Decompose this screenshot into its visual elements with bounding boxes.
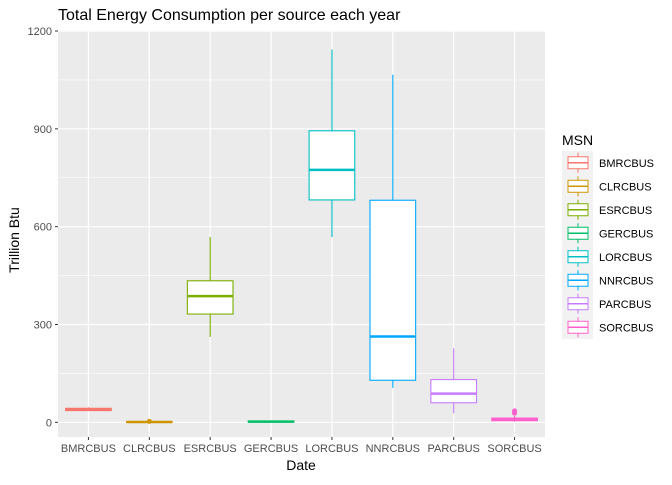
outlier-point (146, 418, 152, 424)
box-body (430, 379, 478, 404)
legend-label: ESRCBUS (599, 205, 652, 217)
legend-label: BMRCBUS (599, 158, 654, 170)
legend-label: NNRCBUS (599, 275, 653, 287)
chart-title: Total Energy Consumption per source each… (58, 7, 401, 24)
x-tick-label: ESRCBUS (184, 443, 237, 455)
x-tick-label: PARCBUS (428, 443, 480, 455)
box-parcbus (430, 348, 478, 414)
legend-item-esrcbus: ESRCBUS (567, 199, 652, 220)
x-tick-label: LORCBUS (305, 443, 358, 455)
legend-title: MSN (562, 132, 593, 148)
legend-item-nnrcbus: NNRCBUS (567, 270, 653, 291)
x-tick-label: SORCBUS (487, 443, 541, 455)
x-tick-label: NNRCBUS (366, 443, 420, 455)
x-axis-label: Date (286, 457, 316, 473)
legend-item-gercbus: GERCBUS (567, 223, 653, 244)
legend-item-parcbus: PARCBUS (567, 293, 651, 314)
y-axis-label: Trillion Btu (6, 207, 22, 273)
box-esrcbus (186, 237, 234, 337)
legend-label: CLRCBUS (599, 181, 652, 193)
box-body (308, 130, 356, 201)
box-bmrcbus (65, 407, 112, 412)
box-body (186, 280, 234, 315)
y-tick-label: 900 (34, 124, 52, 136)
box-sorcbus (491, 408, 538, 422)
box-lorcbus (308, 49, 356, 238)
box-body (369, 199, 417, 381)
y-tick-label: 300 (34, 319, 52, 331)
y-tick-label: 600 (34, 222, 52, 234)
x-tick-label: CLRCBUS (123, 443, 176, 455)
plot-panel: 0 300 600 900 1200 BMRCBUS CLRCBUS ESRCBUS GERCB… (28, 26, 545, 455)
legend-label: SORCBUS (599, 322, 653, 334)
outlier-point (512, 408, 518, 414)
box-clrcbus (125, 418, 173, 424)
legend-item-lorcbus: LORCBUS (567, 246, 652, 267)
legend-label: LORCBUS (599, 252, 652, 264)
y-tick-label: 1200 (28, 26, 52, 38)
legend-item-bmrcbus: BMRCBUS (567, 152, 654, 173)
panel-background (58, 31, 545, 437)
y-tick-label: 0 (46, 417, 52, 429)
box-gercbus (247, 420, 295, 423)
legend-item-sorcbus: SORCBUS (567, 317, 653, 338)
x-tick-label: BMRCBUS (61, 443, 116, 455)
legend-label: PARCBUS (599, 299, 651, 311)
legend-item-clrcbus: CLRCBUS (567, 176, 652, 197)
legend: MSN BMRCBUS CLRCBUS ESRCBUS GERCBUS LORCBUS N… (562, 132, 654, 339)
box-nnrcbus (369, 74, 417, 388)
legend-label: GERCBUS (599, 228, 653, 240)
x-tick-label: GERCBUS (244, 443, 298, 455)
